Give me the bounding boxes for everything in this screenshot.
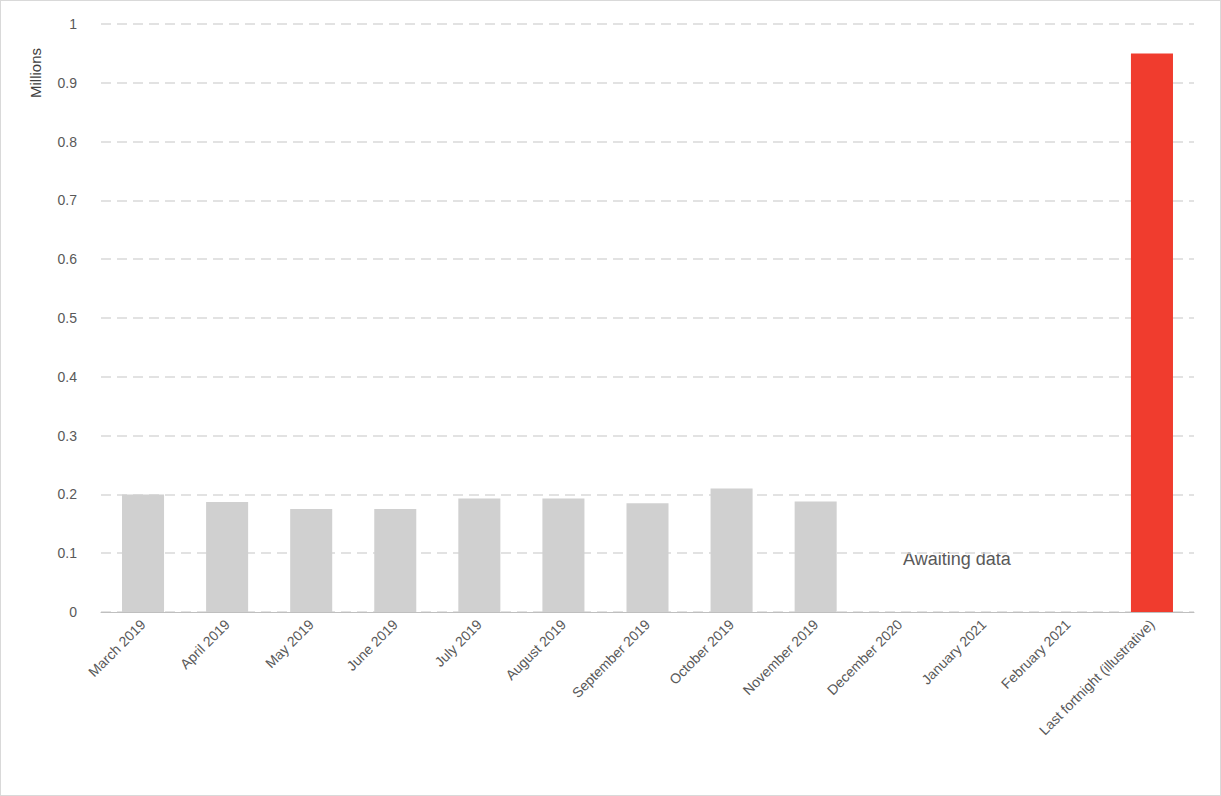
svg-text:0.9: 0.9 (58, 75, 78, 91)
svg-text:Last fortnight (illustrative): Last fortnight (illustrative) (1036, 616, 1158, 738)
svg-text:September 2019: September 2019 (569, 616, 654, 701)
svg-text:1: 1 (69, 16, 77, 32)
svg-text:December 2020: December 2020 (824, 616, 906, 698)
svg-text:0.7: 0.7 (58, 192, 78, 208)
svg-text:February 2021: February 2021 (998, 616, 1074, 692)
svg-text:0.3: 0.3 (58, 428, 78, 444)
svg-text:May 2019: May 2019 (262, 616, 317, 671)
svg-text:January 2021: January 2021 (918, 616, 989, 687)
svg-text:July 2019: July 2019 (431, 616, 485, 670)
svg-text:0.6: 0.6 (58, 251, 78, 267)
svg-text:0.1: 0.1 (58, 545, 78, 561)
svg-text:April 2019: April 2019 (177, 616, 233, 672)
svg-text:0.5: 0.5 (58, 310, 78, 326)
svg-text:March 2019: March 2019 (85, 616, 149, 680)
svg-text:0.4: 0.4 (58, 369, 78, 385)
svg-text:0.2: 0.2 (58, 486, 78, 502)
svg-text:0.8: 0.8 (58, 134, 78, 150)
svg-text:0: 0 (69, 604, 77, 620)
svg-text:November 2019: November 2019 (740, 616, 822, 698)
svg-text:October 2019: October 2019 (666, 616, 737, 687)
svg-text:June 2019: June 2019 (343, 616, 401, 674)
svg-text:Millions: Millions (27, 48, 44, 98)
svg-text:August 2019: August 2019 (502, 616, 569, 683)
svg-text:Awaiting data: Awaiting data (903, 549, 1012, 569)
